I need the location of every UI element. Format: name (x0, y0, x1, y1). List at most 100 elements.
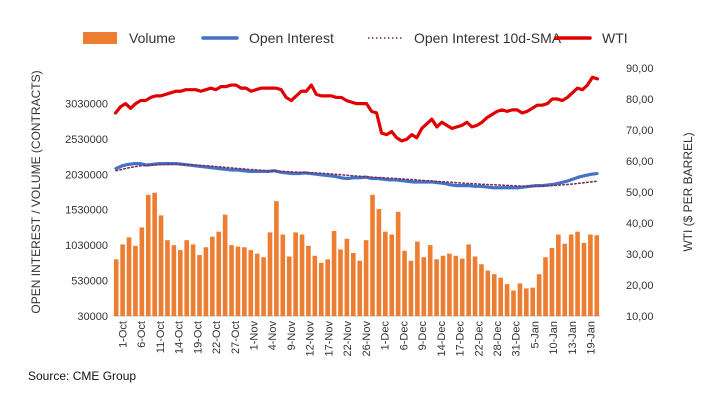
volume-bar (517, 283, 523, 316)
x-tick-label: 1-Dec (380, 321, 392, 351)
y2-axis-title: WTI ($ PER BARREL) (681, 132, 695, 251)
y-tick-label: 1530000 (65, 205, 108, 217)
volume-bar (581, 243, 587, 316)
volume-bar (536, 274, 542, 316)
volume-bar (254, 253, 260, 316)
y-tick-label: 2030000 (65, 169, 108, 181)
volume-bar (267, 232, 273, 316)
y2-tick-label: 20,00 (626, 280, 654, 292)
volume-bar (222, 214, 228, 316)
volume-bar (466, 244, 471, 316)
volume-bar (286, 256, 292, 316)
x-tick-label: 4-Nov (267, 321, 279, 351)
volume-bar (248, 250, 254, 316)
volume-bar (453, 255, 459, 316)
x-tick-label: 19-Oct (192, 321, 204, 354)
y2-tick-label: 50,00 (626, 187, 654, 199)
volume-bar (203, 247, 209, 316)
volume-bar (421, 257, 427, 316)
volume-bar (543, 257, 548, 316)
x-tick-label: 1-Oct (117, 321, 129, 348)
volume-bar (113, 259, 119, 316)
volume-bar (338, 249, 343, 316)
volume-bar (165, 240, 170, 316)
x-tick-label: 22-Oct (211, 321, 223, 354)
x-tick-label: 22-Dec (473, 321, 485, 357)
y-tick-label: 530000 (71, 276, 108, 288)
volume-bar (184, 240, 189, 316)
volume-bar (133, 245, 138, 316)
x-tick-label: 5-Jan (529, 321, 541, 349)
wti-line (113, 75, 600, 143)
volume-bar (485, 270, 491, 316)
y2-tick-label: 90,00 (626, 63, 654, 75)
x-tick-label: 6-Oct (136, 321, 148, 348)
x-tick-label: 17-Dec (455, 321, 467, 357)
x-tick-label: 14-Dec (436, 321, 448, 357)
volume-bar (235, 246, 241, 316)
volume-bar (229, 245, 234, 316)
y2-tick-label: 10,00 (626, 311, 654, 323)
volume-bar (280, 234, 286, 316)
volume-bar (427, 245, 433, 316)
x-tick-label: 27-Oct (230, 321, 242, 354)
volume-bar (293, 232, 298, 316)
x-tick-label: 13-Jan (567, 321, 579, 355)
volume-bar (177, 250, 183, 316)
x-tick-label: 10-Jan (548, 321, 560, 355)
volume-bar (395, 211, 401, 316)
volume-bar (530, 287, 536, 316)
volume-bar (145, 194, 151, 316)
volume-bar (171, 245, 177, 316)
volume-bar (331, 230, 337, 316)
legend-label: Open Interest (249, 30, 334, 46)
volume-bar (261, 257, 266, 316)
legend-label: Volume (129, 30, 176, 46)
x-tick-label: 26-Nov (361, 321, 373, 357)
volume-bar (363, 240, 369, 316)
volume-bar (383, 231, 388, 316)
volume-bar (126, 237, 132, 316)
volume-bar (344, 238, 350, 316)
x-tick-label: 11-Oct (155, 321, 167, 353)
volume-bar (190, 244, 196, 316)
x-tick-label: 22-Nov (342, 321, 354, 357)
volume-bar (562, 243, 568, 316)
volume-bar (594, 235, 600, 316)
x-tick-label: 28-Dec (492, 321, 504, 357)
x-tick-label: 9-Nov (286, 321, 298, 351)
volume-bar (318, 262, 324, 316)
volume-bar (376, 209, 382, 316)
volume-bar (357, 260, 363, 316)
volume-bar (524, 288, 529, 316)
volume-bar (158, 215, 164, 316)
volume-bar (216, 231, 222, 316)
y-axis-title: OPEN INTEREST / VOLUME (CONTRACTS) (29, 70, 43, 313)
x-tick-label: 19-Jan (586, 321, 598, 355)
volume-bar (568, 234, 574, 316)
volume-bar (120, 244, 125, 316)
x-tick-label: 14-Oct (174, 321, 186, 354)
volume-bar (479, 264, 484, 316)
volume-bar (491, 274, 497, 316)
volume-bar (472, 256, 478, 316)
x-tick-label: 9-Dec (417, 321, 429, 351)
y-tick-label: 30000 (77, 311, 108, 323)
volume-bar (504, 284, 510, 316)
volume-bar (511, 290, 516, 316)
source-note: Source: CME Group (28, 369, 137, 383)
y2-tick-label: 40,00 (626, 218, 654, 230)
legend-swatch-volume (83, 32, 117, 44)
volume-bar (498, 277, 503, 316)
legend-label: Open Interest 10d-SMA (414, 30, 562, 46)
legend-label: WTI (602, 30, 628, 46)
volume-bar (408, 260, 414, 316)
y2-tick-label: 70,00 (626, 125, 654, 137)
volume-bar (575, 231, 580, 316)
y-tick-label: 3030000 (65, 98, 108, 110)
y2-tick-label: 80,00 (626, 94, 654, 106)
volume-bar (434, 259, 439, 316)
volume-bar (402, 250, 407, 316)
